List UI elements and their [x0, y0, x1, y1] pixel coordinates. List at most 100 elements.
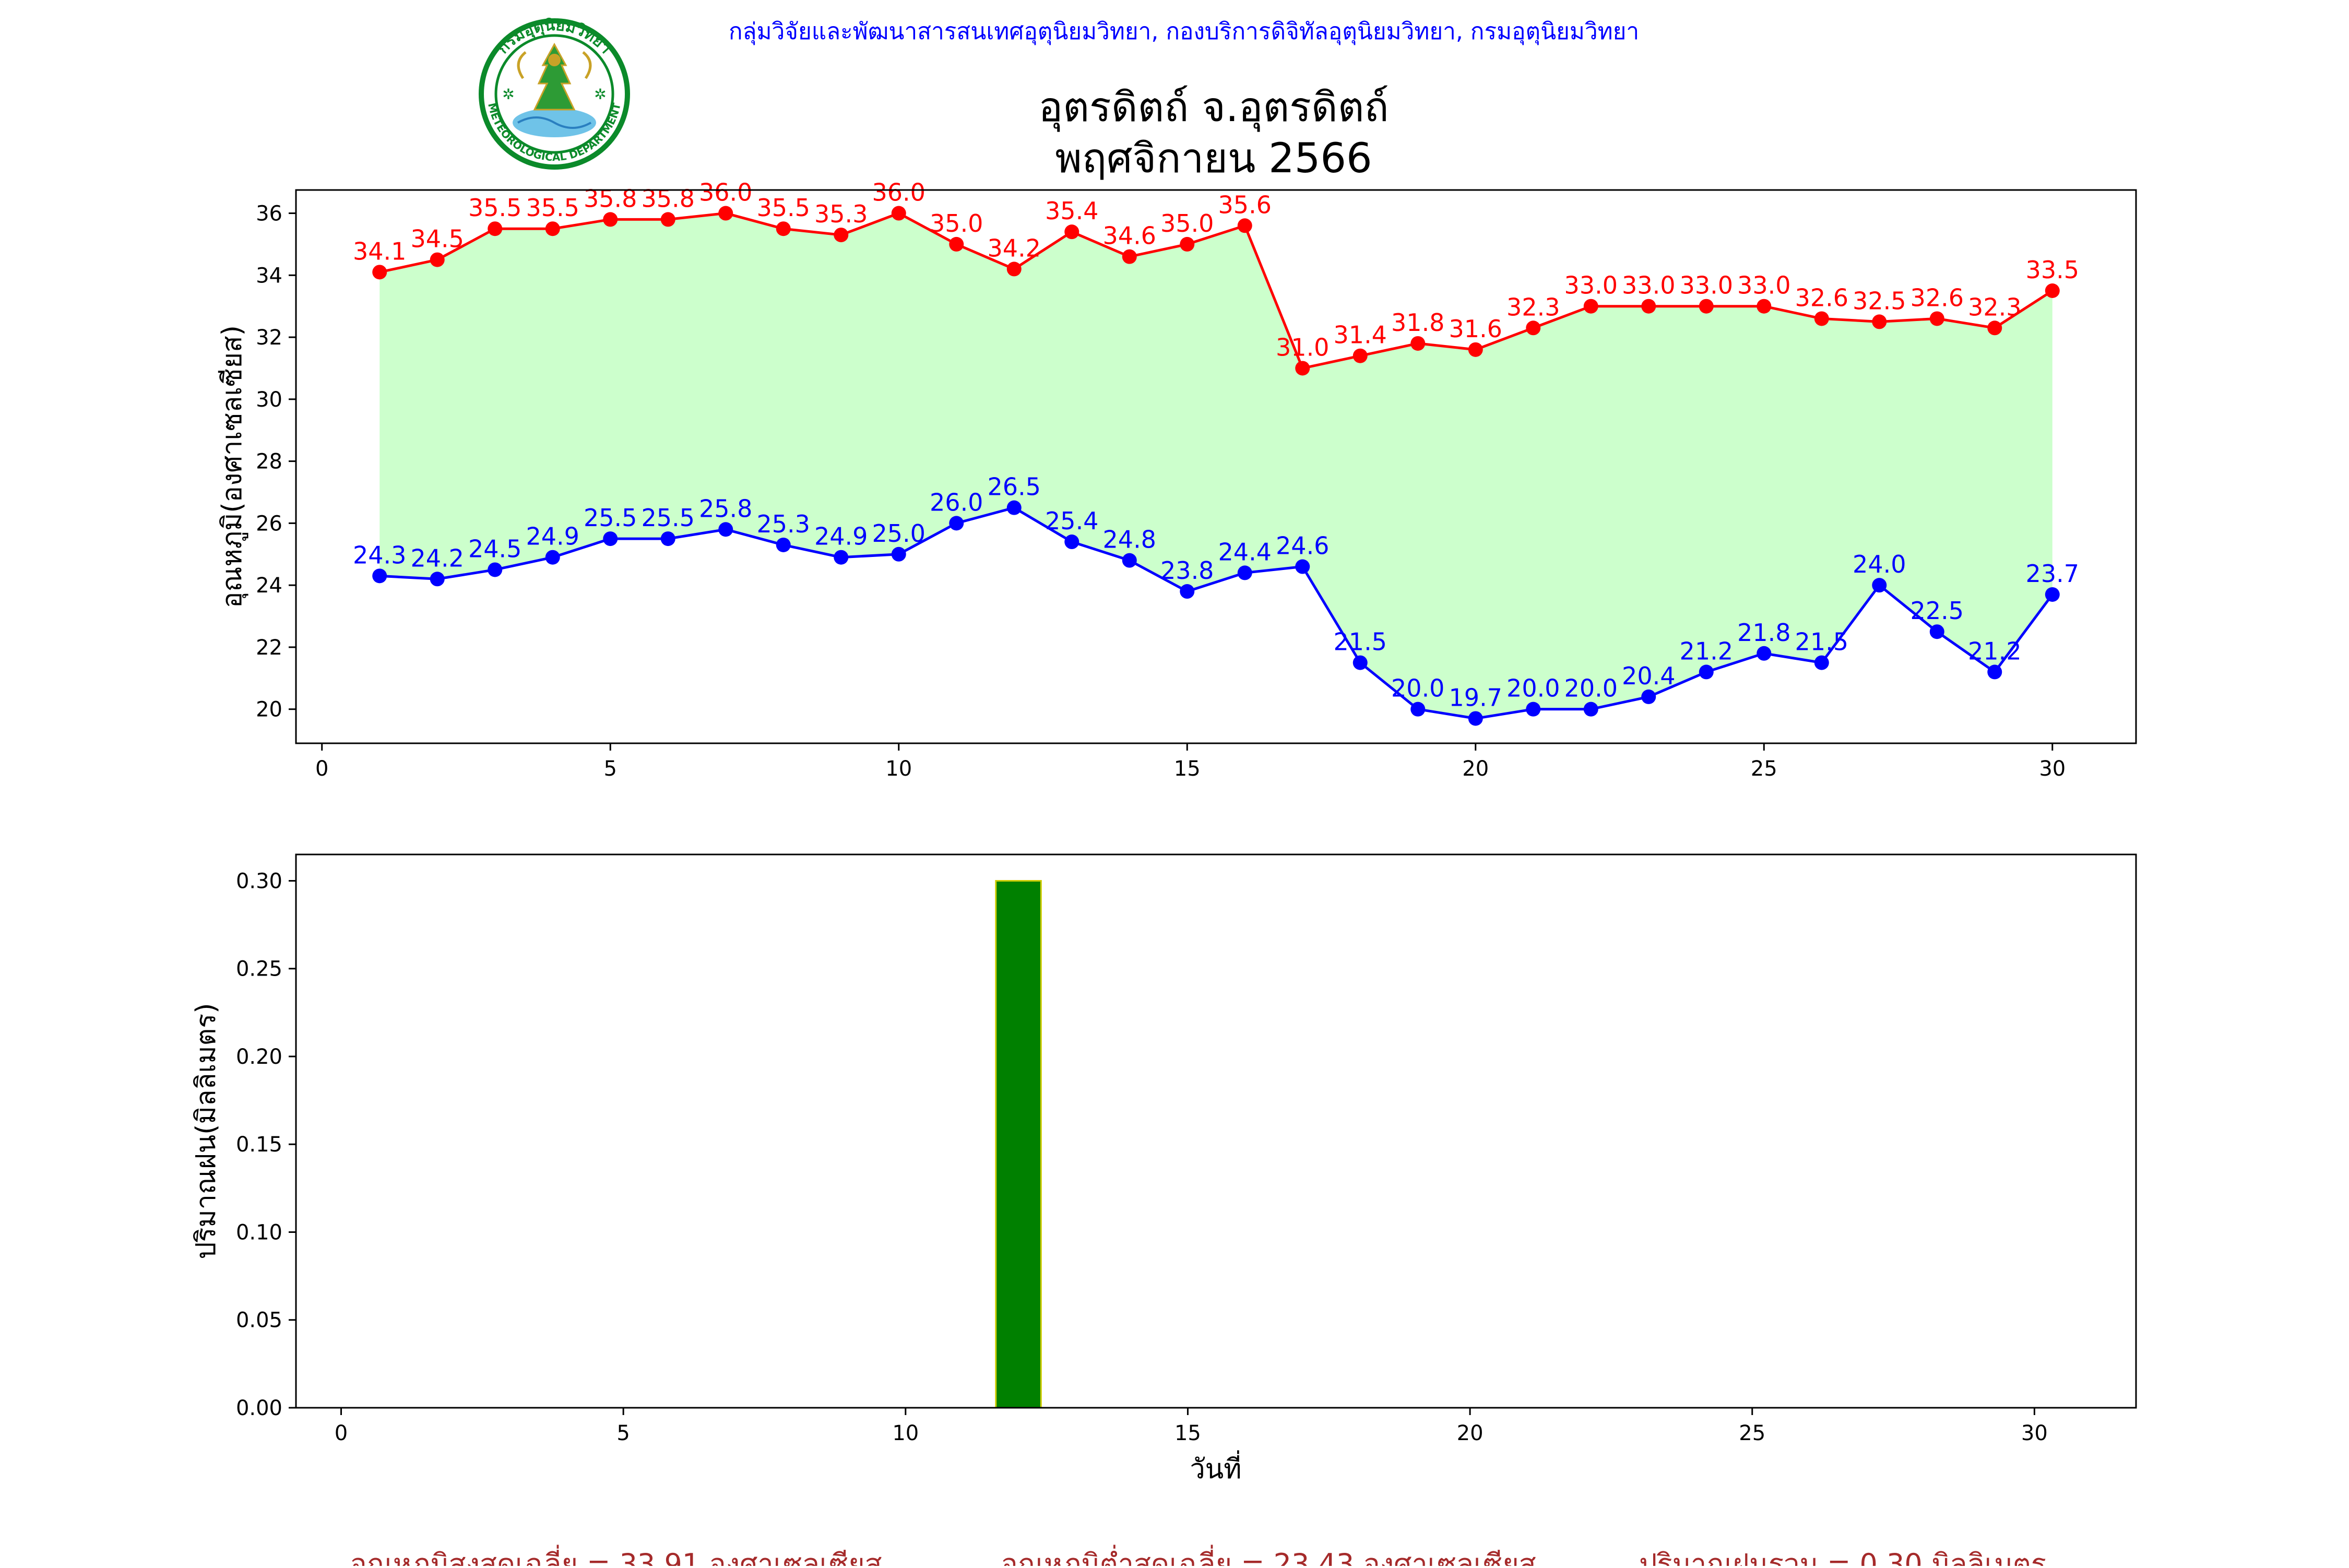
data-label-max-day-11: 35.0	[930, 209, 983, 237]
data-label-min-day-6: 25.5	[642, 504, 695, 532]
rain-xtick-label-0: 0	[335, 1421, 348, 1445]
data-label-max-day-28: 32.6	[1911, 283, 1964, 312]
data-label-max-day-19: 31.8	[1391, 308, 1444, 337]
data-label-max-day-20: 31.6	[1449, 315, 1502, 343]
point-max-day-16	[1237, 218, 1252, 233]
point-min-day-7	[718, 522, 733, 537]
station-title: อุตรดิตถ์ จ.อุตรดิตถ์	[1038, 84, 1389, 132]
rain-xtick-label-20: 20	[1457, 1421, 1484, 1445]
rain-xtick-label-30: 30	[2021, 1421, 2048, 1445]
point-max-day-22	[1583, 299, 1598, 314]
data-label-min-day-18: 21.5	[1334, 628, 1387, 656]
temp-xtick-label-15: 15	[1174, 757, 1201, 781]
point-max-day-15	[1180, 236, 1195, 252]
point-min-day-21	[1526, 702, 1541, 717]
point-max-day-18	[1353, 348, 1368, 363]
data-label-max-day-27: 32.5	[1853, 287, 1906, 315]
point-min-day-28	[1929, 624, 1944, 639]
point-max-day-28	[1929, 311, 1944, 326]
avg-max-summary: อุณหภูมิสูงสุดเฉลี่ย = 33.91 องศาเซลเซีย…	[350, 1545, 882, 1566]
point-min-day-19	[1410, 702, 1426, 717]
data-label-max-day-7: 36.0	[699, 179, 752, 207]
rain-ytick-label-0.30: 0.30	[236, 869, 282, 893]
point-max-day-13	[1064, 224, 1079, 240]
point-min-day-26	[1814, 655, 1829, 670]
point-min-day-9	[834, 550, 849, 565]
data-label-min-day-10: 25.0	[872, 519, 926, 548]
point-min-day-2	[430, 572, 445, 587]
temp-ytick-label-26: 26	[256, 512, 282, 536]
data-label-max-day-4: 35.5	[526, 194, 579, 222]
data-label-max-day-30: 33.5	[2026, 256, 2079, 284]
data-label-min-day-1: 24.3	[353, 541, 406, 569]
data-label-min-day-2: 24.2	[411, 544, 464, 572]
rain-xtick-label-15: 15	[1174, 1421, 1201, 1445]
temp-ytick-label-22: 22	[256, 636, 282, 660]
point-max-day-11	[949, 236, 964, 252]
data-label-max-day-29: 32.3	[1968, 293, 2021, 321]
rain-ytick-label-0.15: 0.15	[236, 1133, 282, 1157]
rain-ytick-label-0.25: 0.25	[236, 957, 282, 981]
data-label-min-day-24: 21.2	[1680, 637, 1733, 665]
point-min-day-8	[776, 537, 791, 552]
temp-ytick-label-28: 28	[256, 450, 282, 474]
svg-text:✲: ✲	[594, 86, 606, 103]
data-label-min-day-22: 20.0	[1564, 674, 1618, 703]
data-label-max-day-21: 32.3	[1506, 293, 1560, 321]
point-max-day-29	[1987, 320, 2002, 336]
rain-ytick-label-0.20: 0.20	[236, 1045, 282, 1069]
data-label-min-day-17: 24.6	[1276, 532, 1329, 560]
point-min-day-22	[1583, 702, 1598, 717]
data-label-max-day-12: 34.2	[988, 234, 1041, 262]
temperature-axes-frame	[295, 189, 2137, 744]
point-min-day-13	[1064, 534, 1079, 550]
point-max-day-14	[1122, 249, 1137, 264]
series-line-max	[379, 211, 2054, 370]
point-min-day-24	[1699, 664, 1714, 680]
data-label-min-day-16: 24.4	[1218, 538, 1272, 566]
point-max-day-24	[1699, 299, 1714, 314]
rain-xtick-label-10: 10	[892, 1421, 919, 1445]
temp-xtick-label-25: 25	[1751, 757, 1777, 781]
svg-text:✲: ✲	[502, 86, 514, 103]
point-min-day-12	[1006, 500, 1022, 515]
point-max-day-4	[545, 221, 560, 236]
data-label-max-day-15: 35.0	[1160, 209, 1214, 237]
point-max-day-7	[718, 206, 733, 221]
temperature-range-fill	[379, 213, 2053, 719]
point-min-day-10	[891, 547, 906, 562]
data-label-max-day-1: 34.1	[353, 237, 406, 265]
data-label-max-day-18: 31.4	[1334, 321, 1387, 349]
data-label-min-day-14: 24.8	[1103, 526, 1156, 554]
data-label-max-day-5: 35.8	[584, 184, 637, 212]
point-min-day-4	[545, 550, 560, 565]
point-min-day-18	[1353, 655, 1368, 670]
point-max-day-25	[1757, 299, 1772, 314]
data-label-min-day-15: 23.8	[1160, 556, 1214, 585]
point-max-day-5	[603, 212, 618, 227]
data-label-max-day-22: 33.0	[1564, 271, 1618, 300]
point-min-day-29	[1987, 664, 2002, 680]
point-min-day-30	[2045, 587, 2060, 602]
data-label-min-day-21: 20.0	[1506, 674, 1560, 703]
data-label-min-day-29: 21.2	[1968, 637, 2021, 665]
data-label-max-day-24: 33.0	[1680, 271, 1733, 300]
month-title: พฤศจิกายน 2566	[1055, 135, 1372, 182]
point-max-day-17	[1295, 361, 1310, 376]
point-max-day-3	[488, 221, 503, 236]
data-label-max-day-8: 35.5	[757, 194, 810, 222]
point-min-day-17	[1295, 559, 1310, 574]
data-label-max-day-13: 35.4	[1045, 197, 1098, 225]
temp-ytick-label-20: 20	[256, 698, 282, 722]
data-label-max-day-17: 31.0	[1276, 333, 1329, 361]
point-min-day-14	[1122, 553, 1137, 568]
point-max-day-26	[1814, 311, 1829, 326]
rain-ytick-label-0.05: 0.05	[236, 1309, 282, 1333]
point-max-day-27	[1872, 314, 1887, 329]
data-label-min-day-7: 25.8	[699, 494, 752, 522]
data-label-max-day-3: 35.5	[468, 194, 521, 222]
rain-ytick-label-0.10: 0.10	[236, 1220, 282, 1244]
data-label-min-day-13: 25.4	[1045, 507, 1098, 535]
data-label-min-day-8: 25.3	[757, 510, 810, 538]
